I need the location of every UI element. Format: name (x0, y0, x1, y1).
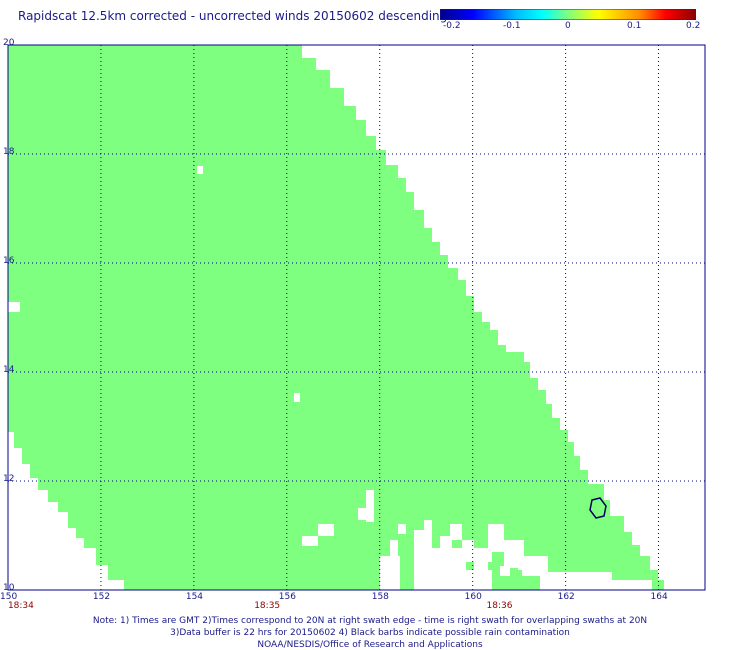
x-tick-label: 158 (371, 592, 389, 602)
y-tick-label: 14 (3, 365, 15, 375)
colorbar-tick-label: -0.2 (443, 21, 461, 31)
x-tick-label: 162 (557, 592, 575, 602)
colorbar-tick-label: 0 (565, 21, 571, 31)
x-tick-label: 156 (278, 592, 296, 602)
wind-swath (8, 45, 664, 590)
data-gaps (8, 166, 652, 590)
y-tick-label: 20 (3, 38, 15, 48)
x-tick-label: 150 (0, 592, 18, 602)
y-tick-label: 16 (3, 256, 15, 266)
note-line-3: NOAA/NESDIS/Office of Research and Appli… (257, 640, 483, 650)
y-tick-label: 12 (3, 474, 15, 484)
colorbar (440, 9, 696, 20)
colorbar-tick-label: 0.1 (627, 21, 642, 31)
pass-time-label: 18:35 (254, 601, 281, 611)
x-tick-label: 154 (185, 592, 204, 602)
x-tick-label: 152 (92, 592, 111, 602)
y-tick-label: 18 (3, 147, 15, 157)
note-line-2: 3)Data buffer is 22 hrs for 20150602 4) … (170, 628, 570, 638)
x-tick-label: 164 (650, 592, 668, 602)
pass-time-label: 18:36 (486, 601, 513, 611)
note-line-1: Note: 1) Times are GMT 2)Times correspon… (92, 616, 648, 626)
map-frame (7, 44, 706, 591)
map-title: Rapidscat 12.5km corrected - uncorrected… (18, 9, 448, 23)
y-tick-label: 10 (3, 583, 15, 593)
colorbar-tick-label: 0.2 (686, 21, 701, 31)
rain-contamination-contour (589, 497, 607, 519)
colorbar-tick-label: -0.1 (503, 21, 521, 31)
pass-time-label: 18:34 (7, 601, 34, 611)
x-tick-label: 160 (464, 592, 482, 602)
